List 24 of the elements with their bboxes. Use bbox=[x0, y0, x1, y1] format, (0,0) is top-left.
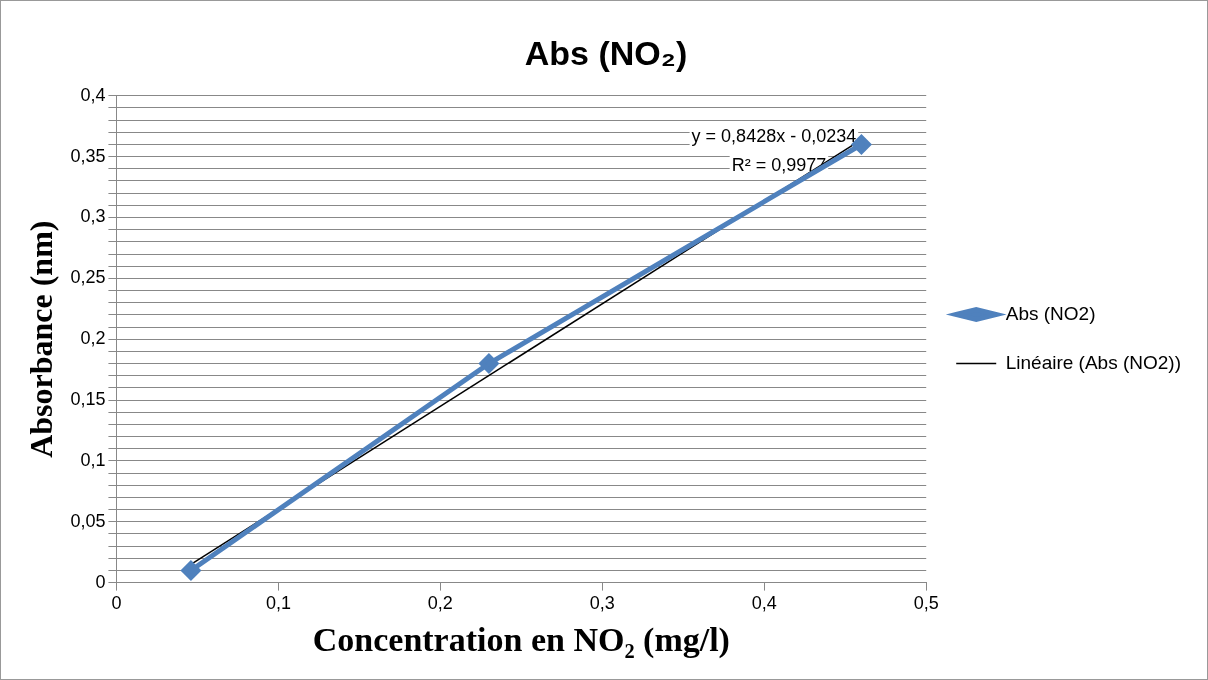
x-tick-label: 0 bbox=[111, 593, 122, 614]
chart-title: Abs (NO₂) bbox=[524, 33, 688, 72]
annotation: R² = 0,9977 bbox=[731, 154, 827, 175]
x-tick-label: 0,5 bbox=[913, 593, 939, 614]
legend-label: Linéaire (Abs (NO2)) bbox=[1005, 351, 1181, 373]
x-tick-label: 0,3 bbox=[589, 593, 615, 614]
y-tick-label: 0,05 bbox=[70, 510, 106, 531]
x-tick-label: 0,1 bbox=[265, 593, 291, 614]
y-tick-label: 0,2 bbox=[80, 328, 106, 349]
x-tick-label: 0,4 bbox=[751, 593, 777, 614]
y-tick-label: 0,4 bbox=[80, 84, 106, 105]
y-tick-label: 0,25 bbox=[70, 267, 106, 288]
annotation: y = 0,8428x - 0,0234 bbox=[691, 125, 857, 146]
x-tick-label: 0,2 bbox=[427, 593, 453, 614]
y-tick-label: 0,15 bbox=[70, 389, 106, 410]
point bbox=[181, 560, 201, 580]
y-tick-label: 0,3 bbox=[80, 206, 106, 227]
point bbox=[479, 354, 499, 374]
legend-label: Abs (NO2) bbox=[1005, 302, 1096, 324]
y-tick-label: 0 bbox=[95, 571, 106, 592]
y-tick-label: 0,35 bbox=[70, 145, 106, 166]
y-tick-label: 0,1 bbox=[80, 449, 106, 470]
y-axis-title: Absorbance (nm) bbox=[23, 220, 60, 458]
x-axis-title: Concentration en NO₂ (mg/l) bbox=[312, 621, 730, 660]
